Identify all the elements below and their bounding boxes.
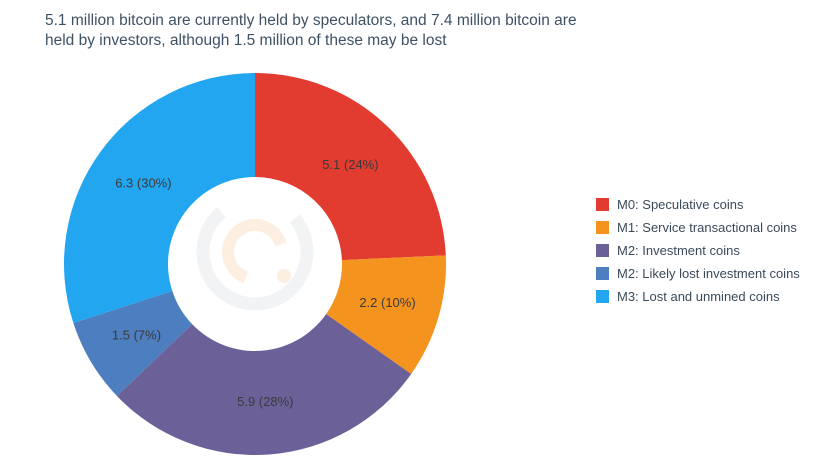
pie-slices: [64, 73, 447, 455]
legend-swatch: [596, 244, 609, 257]
legend-label: M2: Investment coins: [617, 243, 740, 258]
legend-item-m2-investment[interactable]: M2: Investment coins: [596, 243, 800, 258]
legend-label: M0: Speculative coins: [617, 197, 744, 212]
legend-label: M2: Likely lost investment coins: [617, 266, 800, 281]
legend-label: M1: Service transactional coins: [617, 220, 797, 235]
slice-label: 5.1 (24%): [322, 157, 378, 172]
pie-slice-3[interactable]: [73, 290, 193, 396]
pie-slice-1[interactable]: [326, 255, 447, 374]
legend-swatch: [596, 290, 609, 303]
legend-swatch: [596, 221, 609, 234]
watermark-logo: [196, 193, 314, 311]
legend-item-m2-likely-lost-investment[interactable]: M2: Likely lost investment coins: [596, 266, 800, 281]
legend: M0: Speculative coins M1: Service transa…: [596, 197, 800, 304]
slice-labels: 5.1 (24%) 2.2 (10%) 5.9 (28%) 1.5 (7%) 6.3 (…: [112, 157, 416, 409]
legend-item-m0-speculative[interactable]: M0: Speculative coins: [596, 197, 800, 212]
pie-slice-0[interactable]: [255, 73, 446, 261]
legend-swatch: [596, 267, 609, 280]
legend-item-m3-lost-unmined[interactable]: M3: Lost and unmined coins: [596, 289, 800, 304]
slice-label: 5.9 (28%): [237, 394, 293, 409]
legend-item-m1-service-transactional[interactable]: M1: Service transactional coins: [596, 220, 800, 235]
legend-swatch: [596, 198, 609, 211]
slice-label: 6.3 (30%): [115, 175, 171, 190]
slice-label: 2.2 (10%): [359, 295, 415, 310]
legend-label: M3: Lost and unmined coins: [617, 289, 780, 304]
pie-slice-2[interactable]: [116, 314, 412, 455]
chart-title: 5.1 million bitcoin are currently held b…: [45, 12, 577, 50]
pie-slice-4[interactable]: [64, 73, 255, 324]
slice-label: 1.5 (7%): [112, 327, 161, 342]
